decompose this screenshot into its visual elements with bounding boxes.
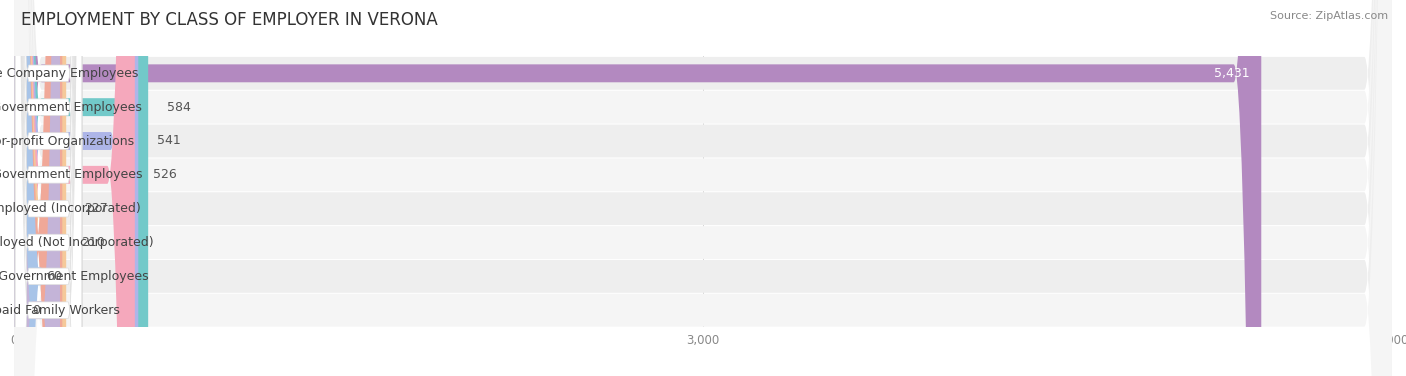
Text: Local Government Employees: Local Government Employees <box>0 101 142 114</box>
Text: 60: 60 <box>46 270 62 283</box>
FancyBboxPatch shape <box>15 0 82 376</box>
Text: Private Company Employees: Private Company Employees <box>0 67 138 80</box>
FancyBboxPatch shape <box>15 0 82 376</box>
FancyBboxPatch shape <box>14 0 1392 376</box>
FancyBboxPatch shape <box>14 0 66 376</box>
FancyBboxPatch shape <box>14 0 1392 376</box>
Text: 526: 526 <box>153 168 177 181</box>
Text: 210: 210 <box>80 236 104 249</box>
Text: Self-Employed (Not Incorporated): Self-Employed (Not Incorporated) <box>0 236 153 249</box>
FancyBboxPatch shape <box>14 0 1392 376</box>
FancyBboxPatch shape <box>14 0 148 376</box>
Text: 5,431: 5,431 <box>1215 67 1250 80</box>
FancyBboxPatch shape <box>14 0 1392 376</box>
FancyBboxPatch shape <box>14 0 138 376</box>
FancyBboxPatch shape <box>15 0 82 376</box>
Text: 541: 541 <box>156 135 180 147</box>
FancyBboxPatch shape <box>14 0 1392 376</box>
FancyBboxPatch shape <box>15 0 82 376</box>
Text: EMPLOYMENT BY CLASS OF EMPLOYER IN VERONA: EMPLOYMENT BY CLASS OF EMPLOYER IN VERON… <box>21 11 437 29</box>
FancyBboxPatch shape <box>14 0 135 376</box>
FancyBboxPatch shape <box>15 0 82 376</box>
FancyBboxPatch shape <box>14 0 60 376</box>
Text: Not-for-profit Organizations: Not-for-profit Organizations <box>0 135 134 147</box>
Text: Self-Employed (Incorporated): Self-Employed (Incorporated) <box>0 202 141 215</box>
Text: 227: 227 <box>84 202 108 215</box>
Text: Source: ZipAtlas.com: Source: ZipAtlas.com <box>1270 11 1388 21</box>
Text: 0: 0 <box>32 304 41 317</box>
Text: Federal Government Employees: Federal Government Employees <box>0 270 149 283</box>
FancyBboxPatch shape <box>14 0 1392 376</box>
FancyBboxPatch shape <box>14 0 1392 376</box>
FancyBboxPatch shape <box>15 0 82 376</box>
Text: 584: 584 <box>166 101 190 114</box>
FancyBboxPatch shape <box>14 0 1261 376</box>
FancyBboxPatch shape <box>0 0 42 376</box>
FancyBboxPatch shape <box>15 0 82 376</box>
FancyBboxPatch shape <box>14 0 1392 376</box>
Text: State Government Employees: State Government Employees <box>0 168 142 181</box>
FancyBboxPatch shape <box>14 0 62 376</box>
FancyBboxPatch shape <box>15 0 82 376</box>
Text: Unpaid Family Workers: Unpaid Family Workers <box>0 304 120 317</box>
